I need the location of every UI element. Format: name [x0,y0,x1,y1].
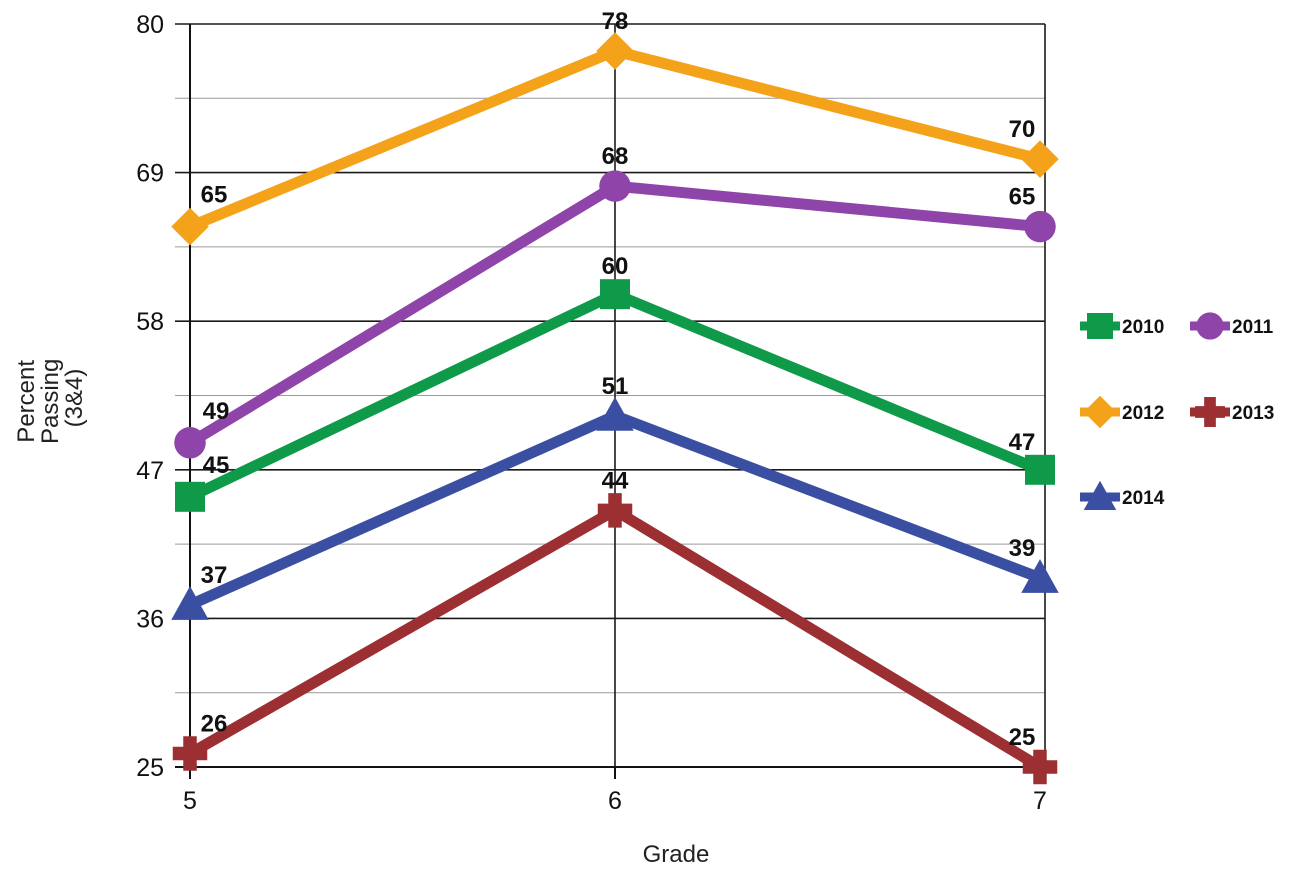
legend: 2010 2011 2012 2013 2014 [1080,312,1274,510]
data-point [1022,749,1058,785]
legend-item-2013: 2013 [1190,397,1274,427]
series-2014 [171,397,1059,620]
data-label: 70 [1009,116,1036,143]
y-axis-title-line-2: Passing [37,359,64,444]
data-label: 39 [1009,535,1036,562]
legend-label: 2012 [1122,403,1164,424]
data-point [600,279,630,310]
legend-marker [1195,397,1225,427]
data-point [596,32,634,70]
data-label: 65 [201,182,228,209]
series-2012 [171,32,1059,246]
data-point [596,397,634,431]
legend-label: 2013 [1232,403,1274,424]
y-tick-label: 69 [136,160,164,188]
data-label: 37 [201,562,228,589]
data-point [171,207,209,246]
y-tick-label: 25 [136,754,164,782]
y-axis-title-line-1: Percent [13,360,40,443]
legend-item-2012: 2012 [1080,395,1164,429]
series-2013 [172,493,1058,785]
y-tick-label: 36 [136,605,164,633]
data-point [1025,454,1055,485]
legend-marker [1087,313,1113,339]
y-tick-label: 47 [136,457,164,485]
data-label: 45 [203,452,230,479]
y-tick-label: 80 [136,11,164,39]
data-label: 47 [1009,429,1036,456]
data-label: 78 [602,8,629,35]
legend-label: 2010 [1122,317,1164,338]
data-point [172,736,208,771]
data-label: 49 [203,398,230,425]
legend-label: 2014 [1122,488,1165,509]
data-label: 25 [1009,724,1036,751]
legend-marker [1083,395,1117,429]
legend-marker [1083,480,1117,510]
legend-item-2011: 2011 [1190,312,1274,340]
data-labels: 45 60 47 49 68 65 65 78 70 26 44 25 37 51 39 [201,8,1036,751]
data-point [599,170,631,202]
data-label: 26 [201,710,228,737]
y-axis-title: Percent Passing (3&4) [13,352,88,444]
legend-marker [1196,312,1224,340]
legend-item-2014: 2014 [1080,480,1165,510]
data-point [1024,210,1056,243]
legend-item-2010: 2010 [1080,313,1164,339]
data-label: 65 [1009,184,1036,211]
x-tick-label: 7 [1033,787,1047,815]
x-tick-label: 6 [608,787,622,815]
legend-label: 2011 [1232,317,1274,338]
series-2011 [174,170,1056,459]
series-2010 [175,279,1055,512]
data-label: 44 [602,467,629,494]
grid-layer [175,23,1046,779]
data-point [175,481,205,512]
data-point [171,586,209,620]
data-point [597,493,633,528]
data-label: 51 [602,373,629,400]
x-axis-title: Grade [643,841,710,868]
y-tick-label: 58 [136,308,164,336]
data-point [1021,140,1059,178]
series-layer [171,32,1059,785]
x-tick-label: 5 [183,787,197,815]
data-label: 60 [602,253,629,280]
y-axis-title-line-3: (3&4) [61,369,88,428]
data-label: 68 [602,143,629,170]
axes: 25 36 47 58 69 80 5 6 7 [136,11,1047,815]
data-point [1021,559,1059,593]
data-point [174,427,206,459]
